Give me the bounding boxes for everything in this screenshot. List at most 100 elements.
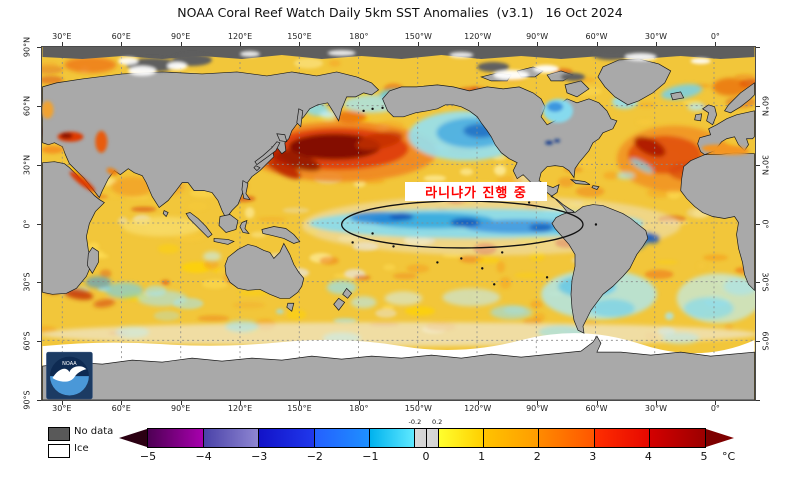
world-map: NOAA 라니냐가 진행 중 [41, 46, 756, 401]
lon-label-bottom: 0° [710, 404, 720, 413]
colorbar-divider [437, 429, 439, 447]
colorbar-divider [425, 429, 427, 447]
tick-top [121, 42, 123, 46]
lon-label-bottom: 60°W [585, 404, 608, 413]
lat-label-left: 30°N [22, 154, 32, 175]
colorbar-left-arrow [119, 429, 147, 447]
lon-label-bottom: 60°E [111, 404, 131, 413]
lon-label-bottom: 90°E [171, 404, 191, 413]
land-australia [224, 242, 305, 299]
colorbar-unit: °C [722, 450, 736, 463]
colorbar-segment [314, 429, 370, 447]
lon-label-top: 90°W [526, 32, 549, 41]
colorbar-divider [202, 429, 204, 447]
colorbar-divider [313, 429, 315, 447]
lon-label-top: 180° [349, 32, 369, 41]
noaa-logo-text: NOAA [62, 361, 77, 367]
colorbar-right-arrow [705, 429, 734, 447]
arctic-nodata-band [42, 47, 755, 59]
no-data-label: No data [74, 426, 114, 437]
colorbar-segment [483, 429, 539, 447]
tick-top [358, 42, 360, 46]
lon-label-top: 60°W [585, 32, 608, 41]
lon-label-top: 120°E [227, 32, 253, 41]
colorbar-segment [203, 429, 259, 447]
colorbar-divider [538, 429, 540, 447]
tick-left [37, 164, 41, 166]
tick-top [596, 42, 598, 46]
lat-label-left: 90°S [22, 390, 32, 410]
colorbar-tick-label: 0 [422, 450, 430, 463]
colorbar-gradient [147, 428, 706, 448]
lat-label-left: 30°S [22, 272, 32, 292]
colorbar-tick-label: −1 [362, 450, 379, 463]
tick-top [61, 42, 63, 46]
colorbar-tick-label: 5 [700, 450, 708, 463]
colorbar-divider [258, 429, 260, 447]
lon-label-bottom: 180° [349, 404, 369, 413]
tick-bottom [299, 401, 301, 405]
tick-right [756, 164, 760, 166]
tick-left [37, 400, 41, 401]
inland-seas-and-ice [42, 49, 750, 192]
lat-label-left: 60°S [22, 331, 32, 351]
colorbar-segment [539, 429, 594, 447]
tick-top [299, 42, 301, 46]
tick-bottom [61, 401, 63, 405]
tick-top [537, 42, 539, 46]
lanina-highlight-ellipse [341, 200, 584, 249]
colorbar-tick-label: 2 [533, 450, 541, 463]
colorbar-divider [482, 429, 484, 447]
noaa-logo: NOAA [46, 351, 93, 400]
tick-right [756, 223, 760, 225]
no-data-swatch [48, 427, 70, 441]
tick-top [180, 42, 182, 46]
tick-bottom [358, 401, 360, 405]
lat-label-right: 30°S [760, 272, 770, 292]
land-new-guinea [261, 226, 301, 244]
tick-right [756, 105, 760, 107]
tick-bottom [537, 401, 539, 405]
colorbar-segment [259, 429, 314, 447]
tick-top [655, 42, 657, 46]
lon-label-bottom: 90°W [526, 404, 549, 413]
colorbar-divider [414, 429, 416, 447]
colorbar-segment [415, 429, 426, 447]
noaa-bird-icon [52, 366, 87, 382]
colorbar-tick-label: −2 [306, 450, 323, 463]
land-tasmania [286, 302, 295, 312]
land-sumatra [185, 212, 213, 238]
land-uk [702, 104, 717, 126]
lat-label-right: 60°S [760, 331, 770, 351]
tick-left [37, 47, 41, 48]
figure-title: NOAA Coral Reef Watch Daily 5km SST Anom… [177, 5, 623, 20]
land-ireland [694, 113, 703, 122]
land-sakhalin [296, 108, 304, 128]
land-iceland [670, 91, 685, 101]
lat-label-left: 90°N [22, 36, 32, 58]
lon-label-bottom: 120°E [227, 404, 253, 413]
tick-bottom [477, 401, 479, 405]
tick-top [240, 42, 242, 46]
colorbar-divider [649, 429, 651, 447]
colorbar-tick-label: −3 [251, 450, 268, 463]
land-cuba [569, 179, 591, 185]
lon-label-bottom: 150°E [287, 404, 312, 413]
ice-label: Ice [74, 443, 89, 454]
lat-label-right: 60°N [760, 95, 770, 116]
land-eurasia [42, 71, 380, 220]
tick-bottom [180, 401, 182, 405]
sst-anomaly-colorbar [119, 428, 734, 448]
lon-label-top: 30°W [644, 32, 668, 41]
lon-label-bottom: 120°W [464, 404, 492, 413]
land-africa-west [680, 152, 755, 292]
tick-top [715, 42, 717, 46]
island-specks [351, 106, 598, 286]
tick-bottom [655, 401, 657, 405]
colorbar-segment [426, 429, 438, 447]
colorbar-divider [369, 429, 371, 447]
land-sri-lanka [162, 210, 169, 218]
lon-label-bottom: 30°E [52, 404, 72, 413]
colorbar-tick-label: 4 [644, 450, 652, 463]
lat-label-left: 60°N [22, 95, 32, 116]
